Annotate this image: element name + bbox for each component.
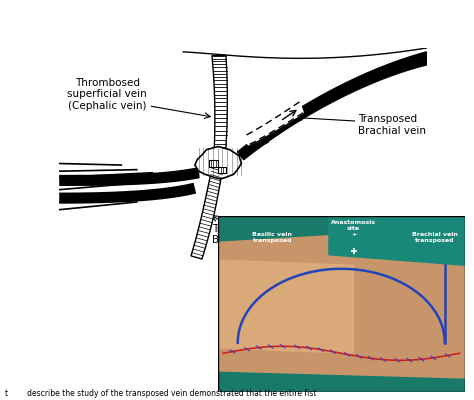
Polygon shape <box>218 260 354 353</box>
Polygon shape <box>195 146 241 179</box>
Text: t        describe the study of the transposed vein demonstrated that the entire : t describe the study of the transposed v… <box>5 389 316 398</box>
FancyBboxPatch shape <box>218 167 226 173</box>
Text: Transposed
Brachial vein: Transposed Brachial vein <box>357 114 426 136</box>
Polygon shape <box>244 102 303 145</box>
Text: Anastomosis
site
+: Anastomosis site + <box>331 220 376 237</box>
Text: Brachial vein
transposed: Brachial vein transposed <box>412 232 458 242</box>
Polygon shape <box>329 216 465 265</box>
Polygon shape <box>212 56 228 148</box>
Text: Thrombosed
superficial vein
(Cephalic vein): Thrombosed superficial vein (Cephalic ve… <box>67 78 147 111</box>
FancyBboxPatch shape <box>209 160 218 166</box>
Text: Basilic vein
transposed: Basilic vein transposed <box>252 232 292 242</box>
Polygon shape <box>237 52 427 160</box>
Polygon shape <box>218 234 465 378</box>
Polygon shape <box>191 168 222 259</box>
Text: Transposed
Basilic vein: Transposed Basilic vein <box>212 224 271 245</box>
